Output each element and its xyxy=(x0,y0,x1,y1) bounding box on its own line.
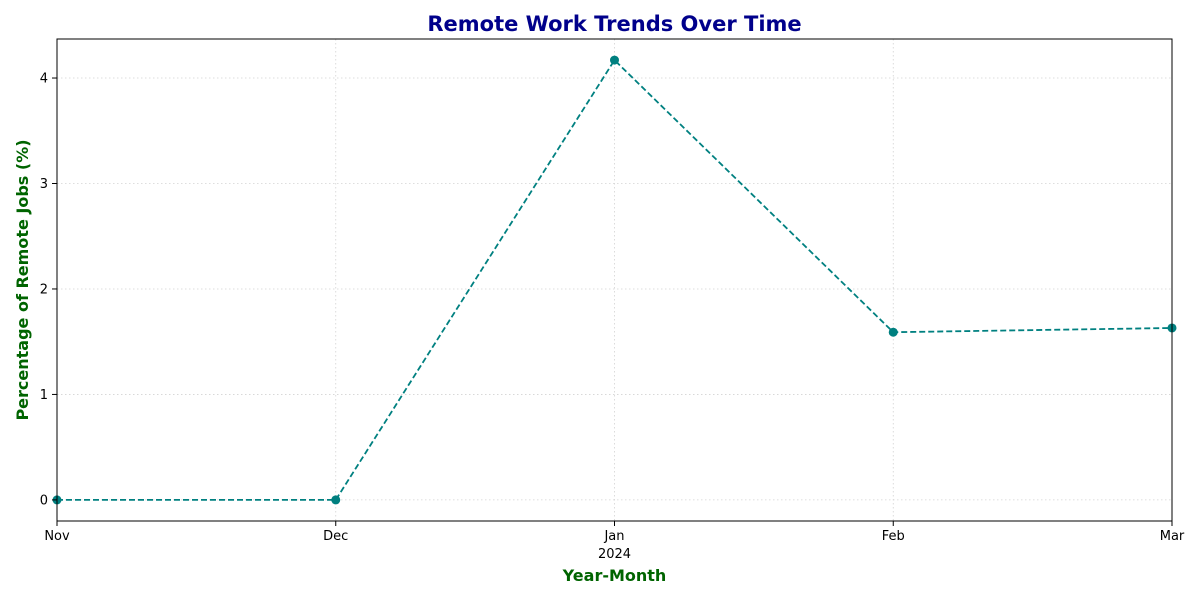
x-tick-label: Mar xyxy=(1160,529,1185,544)
x-tick-label: Jan xyxy=(603,529,624,544)
y-tick-label: 0 xyxy=(40,493,48,508)
y-tick-label: 4 xyxy=(40,72,48,87)
y-tick-label: 1 xyxy=(40,388,48,403)
series-layer xyxy=(52,55,1177,505)
x-tick-label: Dec xyxy=(323,529,348,544)
data-point xyxy=(888,327,898,337)
y-tick-label: 2 xyxy=(40,282,48,297)
y-axis: 0 1 2 3 4 xyxy=(40,72,57,508)
grid xyxy=(56,39,1173,521)
x-axis-label: Year-Month xyxy=(562,566,667,585)
x-tick-label: Feb xyxy=(882,529,905,544)
x-year-label: 2024 xyxy=(598,547,631,562)
x-axis: Nov Dec Jan 2024 Feb Mar xyxy=(44,521,1185,562)
y-tick-label: 3 xyxy=(40,177,48,192)
data-point xyxy=(331,495,341,505)
x-tick-label: Nov xyxy=(44,529,70,544)
chart-title: Remote Work Trends Over Time xyxy=(427,12,801,36)
series-line xyxy=(57,58,1173,501)
y-axis-label: Percentage of Remote Jobs (%) xyxy=(13,139,32,420)
data-point xyxy=(610,55,619,65)
